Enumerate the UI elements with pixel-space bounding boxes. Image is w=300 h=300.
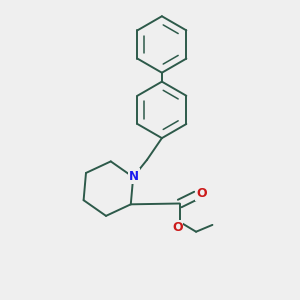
Text: N: N [129,170,139,183]
Text: O: O [196,188,207,200]
Text: O: O [172,221,183,234]
